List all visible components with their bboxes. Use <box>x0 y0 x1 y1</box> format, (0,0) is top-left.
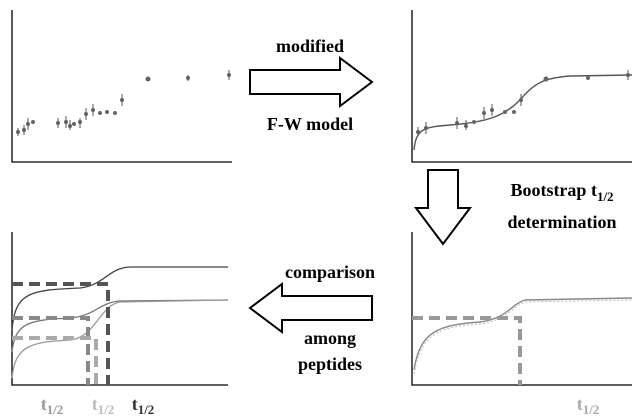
step-label-sub: 1/2 <box>597 189 614 204</box>
step-label-part: Bootstrap <box>510 180 591 200</box>
t-symbol: t <box>132 394 138 414</box>
step-label: peptides <box>298 354 362 374</box>
step-label-part: t <box>591 180 597 200</box>
t-subscript: 1/2 <box>583 402 600 417</box>
step-label: Bootstrap t1/2 <box>510 180 613 204</box>
t-half-label: t1/2 <box>132 394 155 417</box>
fit-curve <box>413 74 633 151</box>
step-label: modified <box>276 36 344 56</box>
t-half-label: t1/2 <box>577 394 600 417</box>
panel-fit <box>411 10 633 163</box>
arrow-down <box>414 169 472 246</box>
t-subscript: 1/2 <box>47 402 64 417</box>
data-points <box>416 70 630 136</box>
panel-comparison <box>11 232 229 386</box>
t-half-label: t1/2 <box>41 394 64 417</box>
data-points <box>16 70 231 136</box>
arrow-left <box>248 282 373 334</box>
step-label: determination <box>508 212 617 232</box>
step-label: among <box>304 328 356 348</box>
t-symbol: t <box>92 394 98 414</box>
panel-bootstrap <box>411 232 633 386</box>
step-label: F-W model <box>267 114 353 134</box>
t-symbol: t <box>577 394 583 414</box>
t-symbol: t <box>41 394 47 414</box>
t-subscript: 1/2 <box>98 402 115 417</box>
t-half-labels: t1/2 t1/2 t1/2 t1/2 <box>41 394 600 417</box>
arrow-right <box>249 56 374 108</box>
step-label: comparison <box>285 262 375 282</box>
t-subscript: 1/2 <box>138 402 155 417</box>
panel-data <box>11 10 232 163</box>
t-half-label: t1/2 <box>92 394 115 417</box>
